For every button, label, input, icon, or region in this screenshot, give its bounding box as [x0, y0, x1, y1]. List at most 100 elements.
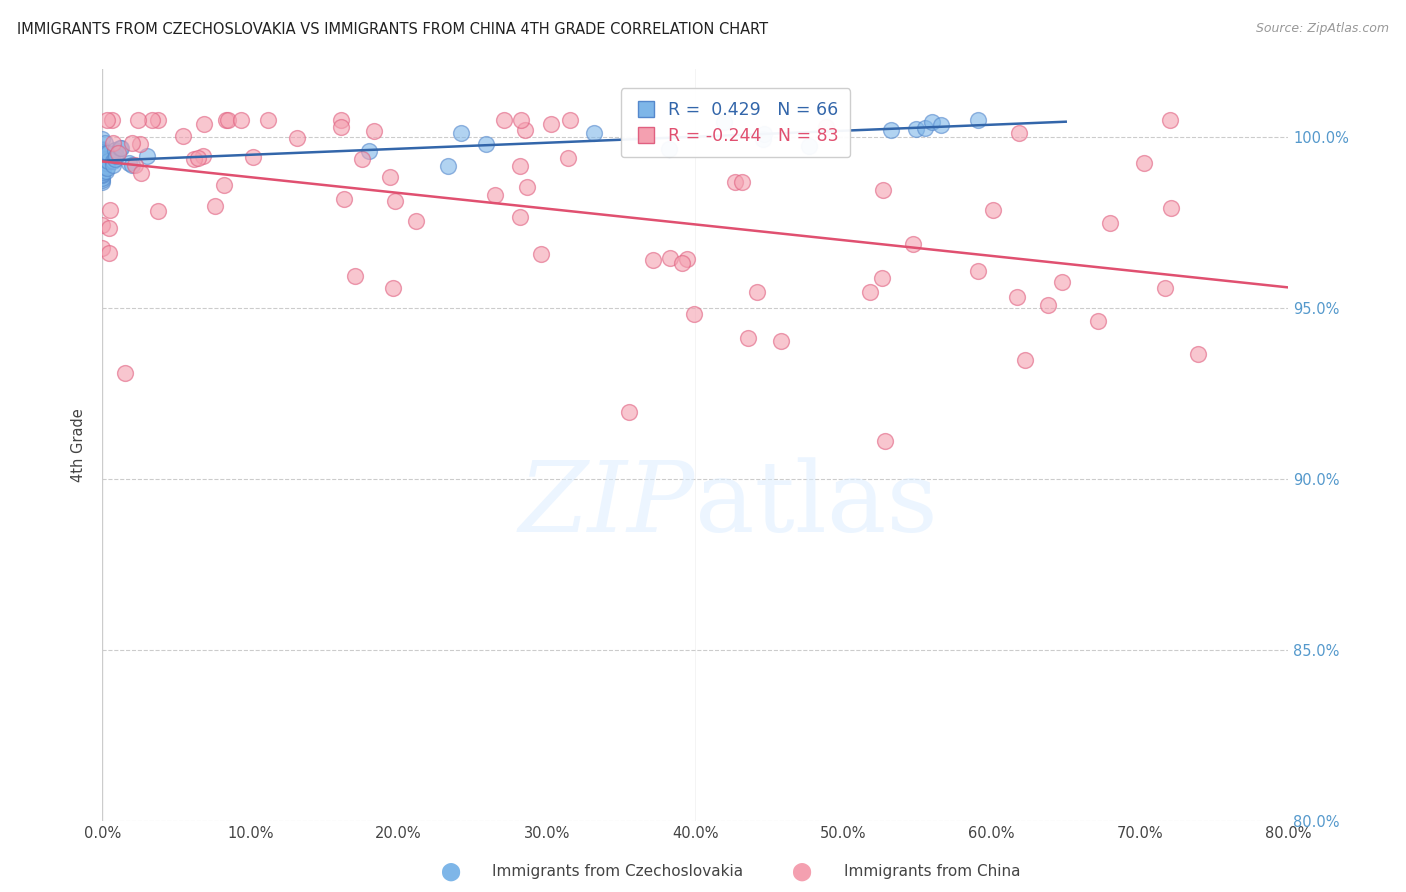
Point [880, 122, 903, 136]
Text: IMMIGRANTS FROM CZECHOSLOVAKIA VS IMMIGRANTS FROM CHINA 4TH GRADE CORRELATION CH: IMMIGRANTS FROM CZECHOSLOVAKIA VS IMMIGR… [17, 22, 768, 37]
Point [91, 173, 114, 187]
Point [129, 166, 152, 180]
Point [91, 157, 114, 171]
Point [905, 122, 928, 136]
Point [100, 112, 122, 127]
Point [193, 117, 215, 131]
Point [91, 167, 114, 181]
Point [91, 161, 114, 176]
Point [94, 147, 117, 161]
Point [94, 136, 117, 150]
Point [94, 155, 117, 169]
Point [641, 253, 664, 268]
Point [127, 112, 149, 127]
Point [516, 179, 538, 194]
Point [242, 150, 264, 164]
Point [875, 434, 897, 448]
Point [540, 117, 562, 131]
Y-axis label: 4th Grade: 4th Grade [72, 409, 86, 482]
Point [91, 161, 114, 176]
Point [129, 136, 152, 151]
Point [91, 143, 114, 157]
Point [204, 199, 226, 213]
Point [91, 165, 114, 179]
Point [285, 131, 308, 145]
Point [183, 152, 205, 166]
Point [530, 246, 553, 260]
Point [135, 149, 157, 163]
Point [967, 112, 990, 127]
Point [1087, 314, 1109, 328]
Point [148, 112, 170, 127]
Point [752, 132, 775, 146]
Point [96, 161, 118, 175]
Point [1098, 216, 1121, 230]
Point [966, 263, 988, 277]
Text: ⬤: ⬤ [792, 863, 811, 880]
Point [330, 120, 353, 134]
Point [98, 203, 121, 218]
Point [94, 152, 117, 166]
Point [91, 150, 114, 164]
Text: Immigrants from China: Immigrants from China [844, 864, 1021, 879]
Point [101, 154, 124, 169]
Point [217, 112, 239, 127]
Point [114, 366, 136, 380]
Point [872, 183, 894, 197]
Point [1159, 112, 1181, 127]
Text: ZIP: ZIP [519, 458, 695, 553]
Point [901, 237, 924, 252]
Point [405, 214, 427, 228]
Point [94, 153, 117, 168]
Point [91, 147, 114, 161]
Point [96, 112, 118, 127]
Text: atlas: atlas [695, 458, 938, 553]
Point [94, 146, 117, 161]
Point [110, 141, 132, 155]
Point [658, 142, 681, 156]
Point [91, 157, 114, 171]
Point [91, 155, 114, 169]
Point [1014, 353, 1036, 368]
Point [91, 144, 114, 158]
Point [378, 170, 401, 185]
Point [91, 145, 114, 160]
Point [509, 160, 531, 174]
Point [333, 192, 356, 206]
Point [870, 271, 893, 285]
Point [436, 159, 458, 173]
Point [93, 160, 115, 174]
Point [713, 114, 735, 128]
Point [814, 120, 837, 134]
Point [384, 194, 406, 208]
Point [1160, 201, 1182, 215]
Point [450, 126, 472, 140]
Point [91, 169, 114, 183]
Point [91, 158, 114, 172]
Point [659, 251, 682, 265]
Point [929, 118, 952, 132]
Legend: R =  0.429   N = 66, R = -0.244   N = 83: R = 0.429 N = 66, R = -0.244 N = 83 [621, 88, 851, 158]
Point [91, 152, 114, 166]
Point [683, 307, 706, 321]
Point [617, 405, 640, 419]
Point [107, 146, 129, 161]
Point [557, 151, 579, 165]
Point [1187, 347, 1209, 361]
Point [93, 148, 115, 162]
Point [921, 114, 943, 128]
Point [859, 285, 882, 299]
Point [93, 147, 115, 161]
Point [797, 138, 820, 153]
Point [508, 210, 530, 224]
Point [91, 151, 114, 165]
Point [737, 331, 759, 345]
Point [104, 152, 127, 166]
Point [97, 221, 120, 235]
Point [108, 141, 131, 155]
Point [1154, 281, 1177, 295]
Point [1133, 156, 1156, 170]
Point [91, 170, 114, 185]
Point [121, 158, 143, 172]
Point [914, 121, 936, 136]
